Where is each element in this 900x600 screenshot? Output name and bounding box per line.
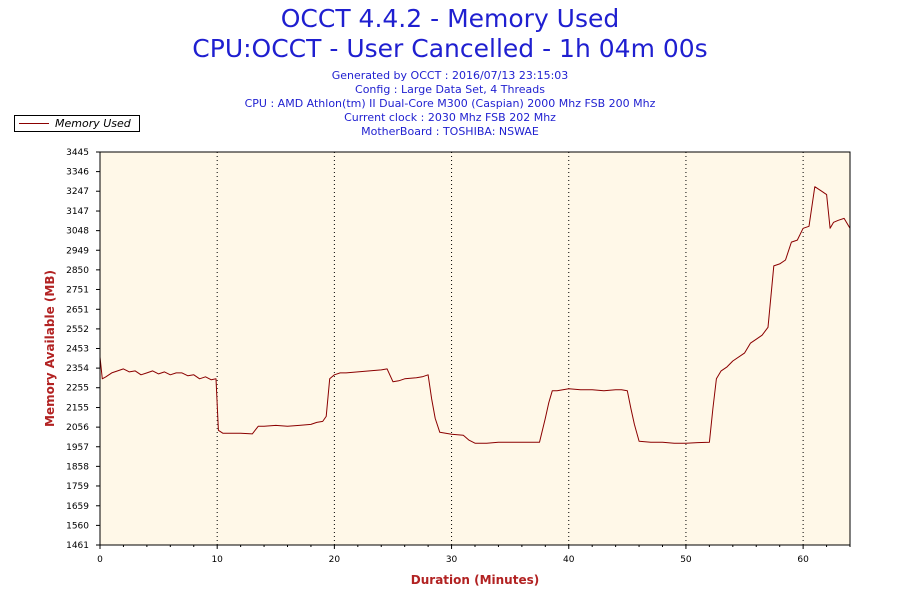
y-tick-label-11: 2354	[66, 364, 89, 374]
y-tick-label-20: 1461	[66, 541, 89, 551]
x-tick-label-4: 40	[563, 555, 575, 565]
x-tick-label-3: 30	[446, 555, 458, 565]
chart-title: OCCT 4.4.2 - Memory Used	[280, 4, 620, 33]
y-tick-label-3: 3147	[66, 207, 89, 217]
legend: Memory Used	[14, 115, 140, 132]
y-tick-label-16: 1858	[66, 462, 89, 472]
x-tick-label-1: 10	[211, 555, 223, 565]
x-tick-label-0: 0	[97, 555, 103, 565]
y-tick-label-19: 1560	[66, 521, 89, 531]
y-tick-label-2: 3247	[66, 187, 89, 197]
info-config: Config : Large Data Set, 4 Threads	[355, 83, 545, 96]
y-tick-label-7: 2751	[66, 285, 89, 295]
y-tick-label-17: 1759	[66, 482, 89, 492]
grid-layer	[216, 152, 804, 545]
series-layer	[99, 186, 851, 444]
legend-swatch	[19, 123, 49, 124]
y-tick-label-15: 1957	[66, 443, 89, 453]
y-tick-label-14: 2056	[66, 423, 89, 433]
y-tick-label-13: 2155	[66, 404, 89, 414]
y-tick-label-1: 3346	[66, 168, 89, 178]
info-cpu: CPU : AMD Athlon(tm) II Dual-Core M300 (…	[244, 97, 656, 110]
legend-label: Memory Used	[55, 117, 131, 130]
y-tick-label-4: 3048	[66, 227, 89, 237]
info-current-clock: Current clock : 2030 Mhz FSB 202 Mhz	[344, 111, 556, 124]
y-tick-label-0: 3445	[66, 148, 89, 158]
x-tick-label-2: 20	[329, 555, 341, 565]
plot-area	[100, 152, 850, 545]
series-line-memory-used	[99, 186, 851, 444]
x-axis-title: Duration (Minutes)	[411, 573, 539, 587]
chart-subtitle: CPU:OCCT - User Cancelled - 1h 04m 00s	[192, 34, 708, 63]
x-tick-label-6: 60	[797, 555, 809, 565]
y-tick-label-5: 2949	[66, 246, 89, 256]
y-axis-title: Memory Available (MB)	[43, 270, 57, 427]
y-tick-label-6: 2850	[66, 266, 89, 276]
y-tick-label-18: 1659	[66, 502, 89, 512]
axis-layer: 0 10 20 30 40 50 60 3445 3346 3247 3147 3048 2949 285…	[66, 148, 851, 565]
y-tick-label-8: 2651	[66, 305, 89, 315]
x-tick-label-5: 50	[680, 555, 692, 565]
y-tick-label-12: 2255	[66, 384, 89, 394]
y-tick-label-10: 2453	[66, 345, 89, 355]
info-motherboard: MotherBoard : TOSHIBA: NSWAE	[361, 125, 539, 138]
title-block: OCCT 4.4.2 - Memory Used CPU:OCCT - User…	[0, 4, 900, 64]
y-tick-label-9: 2552	[66, 325, 89, 335]
info-generated: Generated by OCCT : 2016/07/13 23:15:03	[331, 69, 569, 82]
system-info: Generated by OCCT : 2016/07/13 23:15:03 …	[0, 69, 900, 139]
